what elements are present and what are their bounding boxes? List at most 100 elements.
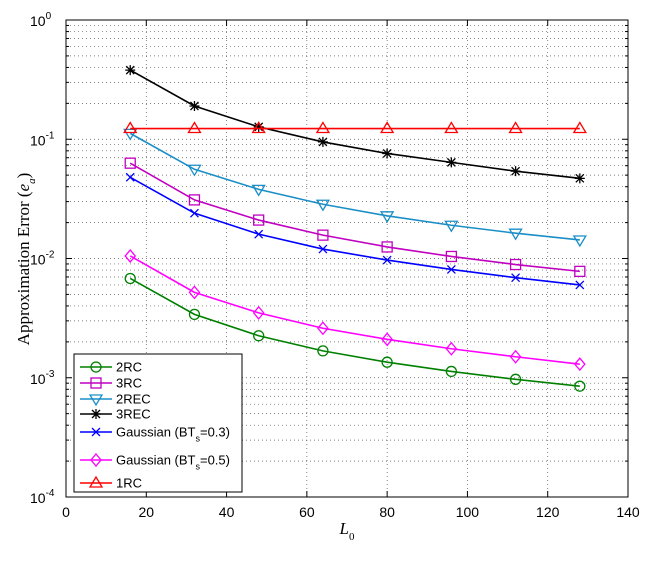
data-point-1rc — [315, 121, 331, 134]
legend-entry-2rec: 2REC — [80, 392, 151, 407]
series-2rc — [124, 272, 586, 392]
data-point-1rc — [508, 121, 523, 134]
data-point-2rc — [253, 330, 265, 342]
data-point-2rec — [508, 228, 523, 241]
series-line-gaussian-bts-0-3 — [129, 176, 580, 286]
legend-marker-2rc — [90, 361, 102, 373]
series-gaussian-bts-0-3 — [125, 172, 585, 290]
data-point-2rc — [509, 373, 522, 385]
data-point-3rc — [574, 265, 586, 278]
legend-marker-gaussian-bts-0-5 — [90, 452, 102, 468]
data-point-gaussian-bts-0-3 — [575, 280, 585, 290]
grid-lines — [66, 20, 628, 497]
data-point-gaussian-bts-0-5 — [124, 248, 137, 263]
data-point-2rec — [444, 220, 459, 233]
data-point-2rec — [315, 199, 331, 212]
data-point-2rec — [187, 164, 202, 177]
legend-entry-3rec: 3REC — [80, 407, 151, 422]
legend-label-2rec: 2REC — [116, 392, 151, 407]
data-point-gaussian-bts-0-5 — [573, 357, 586, 372]
x-tick-label: 80 — [379, 504, 395, 520]
data-point-1rc — [572, 121, 587, 134]
data-point-2rec — [379, 211, 395, 224]
data-point-3rc — [509, 258, 522, 271]
x-tick-label: 20 — [138, 504, 154, 520]
legend-entry-gaussian-bts-0-3: Gaussian (BTs=0.3) — [80, 425, 230, 444]
legend-marker-3rc — [90, 377, 102, 389]
legend-label-gaussian-bts-0-3: Gaussian (BTs=0.3) — [116, 425, 230, 444]
data-point-3rec — [317, 136, 328, 147]
data-point-3rec — [382, 148, 393, 159]
data-point-gaussian-bts-0-3 — [318, 244, 328, 254]
data-point-gaussian-bts-0-5 — [317, 321, 329, 336]
x-tick-label: 0 — [62, 504, 70, 520]
legend-label-3rec: 3REC — [116, 407, 151, 422]
legend-marker-1rc — [88, 475, 104, 488]
data-point-3rc — [317, 229, 329, 241]
legend-marker-gaussian-bts-0-3 — [91, 427, 101, 437]
legend-label-2rc: 2RC — [116, 360, 142, 375]
legend-entry-2rc: 2RC — [80, 360, 142, 375]
y-tick-label: 10-3 — [30, 369, 55, 387]
data-point-3rec — [253, 121, 264, 132]
data-point-2rc — [124, 272, 136, 285]
data-point-gaussian-bts-0-5 — [509, 349, 522, 364]
data-point-gaussian-bts-0-3 — [511, 273, 521, 283]
x-tick-label: 100 — [456, 504, 480, 520]
series-3rec — [125, 65, 585, 184]
x-tick-label: 140 — [616, 504, 640, 520]
legend-box — [73, 353, 243, 493]
y-tick-label: 10-4 — [30, 488, 55, 506]
data-point-gaussian-bts-0-3 — [446, 264, 456, 274]
data-point-3rc — [381, 241, 393, 253]
data-point-3rec — [125, 65, 136, 76]
legend-entry-1rc: 1RC — [80, 476, 142, 491]
data-point-gaussian-bts-0-5 — [445, 341, 458, 356]
series-gaussian-bts-0-5 — [124, 248, 586, 372]
axes — [65, 19, 629, 498]
data-point-gaussian-bts-0-5 — [381, 332, 393, 347]
y-tick-label: 100 — [30, 11, 52, 29]
y-tick-label: 10-2 — [30, 250, 55, 268]
legend-marker-2rec — [88, 394, 104, 407]
data-point-2rec — [251, 184, 266, 197]
data-point-gaussian-bts-0-5 — [188, 285, 201, 300]
data-point-3rec — [510, 166, 521, 177]
y-tick-label: 10-1 — [30, 130, 55, 148]
legend-label-gaussian-bts-0-5: Gaussian (BTs=0.5) — [116, 453, 230, 472]
legend-label-1rc: 1RC — [116, 476, 142, 491]
data-point-2rec — [123, 128, 138, 141]
data-point-gaussian-bts-0-3 — [254, 229, 264, 239]
data-point-2rc — [188, 308, 201, 321]
data-point-3rec — [574, 173, 585, 184]
data-point-1rc — [379, 121, 395, 134]
series-1rc — [123, 121, 587, 134]
series-2rec — [123, 128, 587, 248]
data-point-2rec — [572, 235, 587, 248]
x-tick-label: 60 — [299, 504, 315, 520]
series-line-2rc — [129, 277, 580, 387]
data-point-3rc — [188, 194, 201, 206]
series-3rc — [124, 157, 586, 278]
series-line-3rec — [129, 69, 580, 180]
data-point-gaussian-bts-0-3 — [382, 255, 392, 265]
x-tick-label: 120 — [536, 504, 560, 520]
tick-labels: 0 20 40 60 80 100 120 140 10-4 10-3 10-2 10-1 100 — [30, 11, 640, 520]
legend-label-3rc: 3RC — [116, 376, 142, 391]
legend-marker-3rec — [91, 409, 101, 419]
x-axis-label: L0 — [339, 519, 355, 543]
data-point-3rec — [446, 157, 457, 168]
data-point-1rc — [123, 121, 138, 134]
x-tick-label: 40 — [219, 504, 235, 520]
data-point-3rc — [253, 214, 265, 226]
data-point-gaussian-bts-0-3 — [189, 208, 199, 218]
data-point-1rc — [444, 121, 459, 134]
series-layer — [123, 65, 587, 392]
data-point-2rc — [445, 365, 458, 378]
data-point-3rc — [124, 157, 136, 169]
data-point-gaussian-bts-0-3 — [125, 172, 135, 182]
data-point-2rc — [317, 345, 329, 357]
data-point-1rc — [251, 121, 266, 134]
series-line-gaussian-bts-0-5 — [129, 255, 580, 365]
